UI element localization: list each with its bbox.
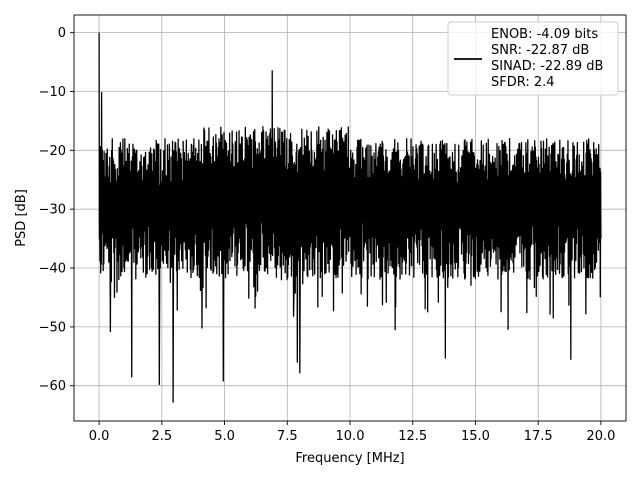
psd-trace bbox=[98, 32, 602, 403]
legend-sfdr: SFDR: 2.4 bbox=[491, 75, 555, 90]
x-tick-label: 7.5 bbox=[277, 429, 298, 444]
x-tick-label: 0.0 bbox=[89, 429, 110, 444]
y-tick-label: −20 bbox=[39, 144, 66, 159]
x-tick-label: 5.0 bbox=[214, 429, 235, 444]
legend-enob: ENOB: -4.09 bits bbox=[491, 27, 598, 42]
y-tick-label: −40 bbox=[39, 262, 66, 277]
x-axis-label: Frequency [MHz] bbox=[295, 451, 404, 466]
psd-series-line bbox=[98, 32, 602, 403]
y-tick-label: 0 bbox=[58, 26, 66, 41]
x-axis-ticks: 0.0 2.5 5.0 7.5 10.0 12.5 15.0 17.5 20.0 bbox=[89, 421, 615, 444]
legend-snr: SNR: -22.87 dB bbox=[491, 43, 589, 58]
x-tick-label: 20.0 bbox=[586, 429, 615, 444]
legend-sinad: SINAD: -22.89 dB bbox=[491, 59, 603, 74]
x-tick-label: 17.5 bbox=[524, 429, 553, 444]
x-tick-label: 10.0 bbox=[336, 429, 365, 444]
x-tick-label: 12.5 bbox=[398, 429, 427, 444]
legend-box bbox=[447, 21, 619, 96]
y-tick-label: −50 bbox=[39, 320, 66, 335]
y-tick-label: −60 bbox=[39, 379, 66, 394]
y-axis-label: PSD [dB] bbox=[14, 189, 29, 247]
y-axis-ticks: 0 −10 −20 −30 −40 −50 −60 bbox=[39, 26, 74, 394]
y-tick-label: −10 bbox=[39, 85, 66, 100]
x-tick-label: 2.5 bbox=[151, 429, 172, 444]
y-tick-label: −30 bbox=[39, 203, 66, 218]
legend: ENOB: -4.09 bits SNR: -22.87 dB SINAD: -… bbox=[447, 21, 619, 96]
x-tick-label: 15.0 bbox=[461, 429, 490, 444]
